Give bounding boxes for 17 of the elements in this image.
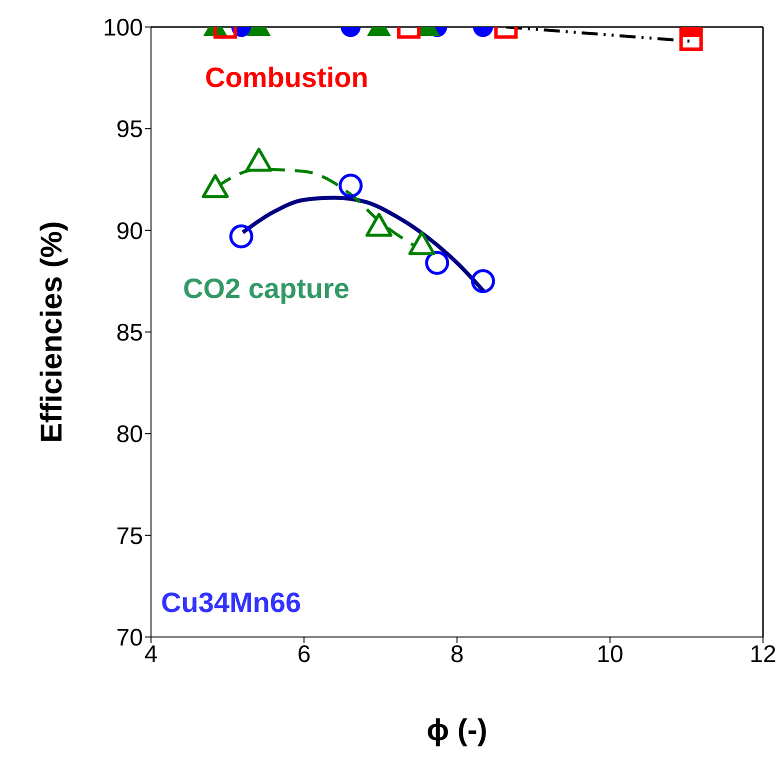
x-tick-label: 4	[144, 641, 158, 668]
x-tick-label: 8	[450, 641, 464, 668]
y-tick-label: 95	[116, 116, 143, 144]
y-tick-label: 85	[116, 320, 143, 347]
y-tick-label: 100	[102, 14, 143, 42]
y-tick-label: 80	[116, 421, 143, 448]
y-tick-label: 70	[116, 624, 143, 652]
y-axis-title: Efficiencies (%)	[36, 221, 69, 443]
annotation: CO2 capture	[183, 273, 350, 305]
y-tick-label: 90	[116, 218, 143, 245]
x-tick-label: 12	[750, 641, 776, 668]
annotation: Combustion	[205, 62, 368, 94]
x-tick-label: 6	[297, 641, 311, 668]
annotation: Cu34Mn66	[161, 587, 302, 619]
y-tick-label: 75	[116, 522, 143, 550]
x-tick-label: 10	[596, 641, 624, 668]
x-axis-title: ϕ (-)	[426, 714, 488, 747]
